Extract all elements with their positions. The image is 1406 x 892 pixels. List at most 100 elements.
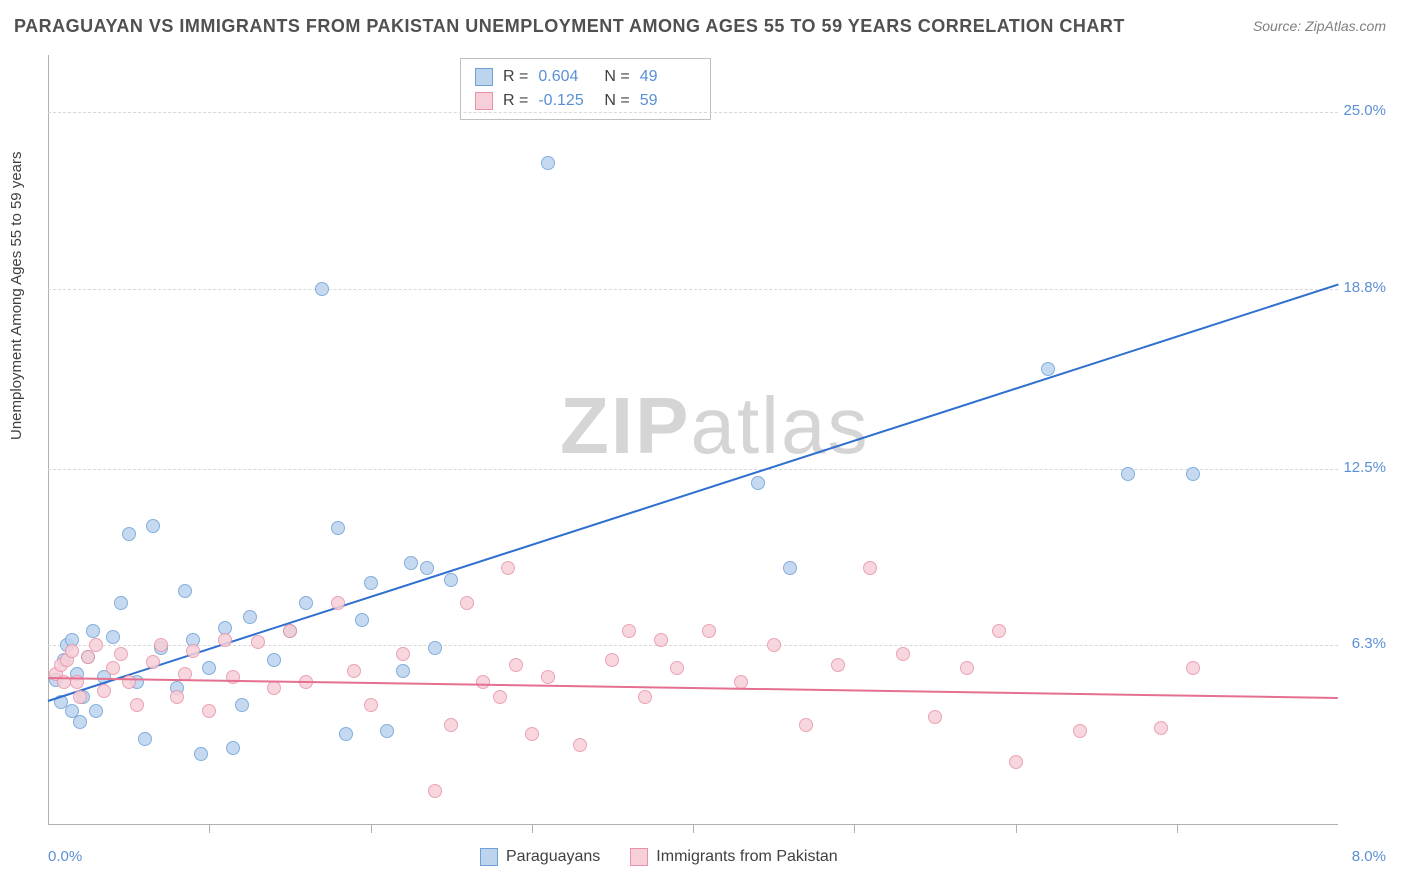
data-point — [364, 698, 378, 712]
data-point — [355, 613, 369, 627]
legend-row-series-a: R = 0.604 N = 49 — [475, 65, 696, 89]
data-point — [243, 610, 257, 624]
data-point — [396, 664, 410, 678]
data-point — [202, 704, 216, 718]
x-axis-min-label: 0.0% — [48, 848, 82, 865]
data-point — [299, 596, 313, 610]
data-point — [783, 561, 797, 575]
data-point — [122, 527, 136, 541]
series-a-label: Paraguayans — [506, 848, 600, 866]
swatch-series-a — [475, 68, 493, 86]
source-attribution: Source: ZipAtlas.com — [1253, 18, 1386, 34]
y-tick-label: 12.5% — [1343, 459, 1386, 476]
legend-correlation: R = 0.604 N = 49 R = -0.125 N = 59 — [460, 58, 711, 120]
x-tick — [1016, 825, 1017, 833]
data-point — [218, 633, 232, 647]
data-point — [1186, 661, 1200, 675]
data-point — [1186, 467, 1200, 481]
y-tick-label: 25.0% — [1343, 102, 1386, 119]
data-point — [767, 638, 781, 652]
data-point — [226, 741, 240, 755]
swatch-series-b — [630, 848, 648, 866]
gridline — [48, 112, 1338, 113]
data-point — [73, 715, 87, 729]
data-point — [106, 630, 120, 644]
data-point — [339, 727, 353, 741]
x-tick — [532, 825, 533, 833]
data-point — [960, 661, 974, 675]
data-point — [1073, 724, 1087, 738]
data-point — [138, 732, 152, 746]
legend-series: Paraguayans Immigrants from Pakistan — [480, 848, 838, 866]
data-point — [460, 596, 474, 610]
data-point — [501, 561, 515, 575]
data-point — [444, 718, 458, 732]
x-tick — [693, 825, 694, 833]
data-point — [992, 624, 1006, 638]
swatch-series-b — [475, 92, 493, 110]
y-tick-label: 6.3% — [1352, 635, 1386, 652]
data-point — [751, 476, 765, 490]
data-point — [97, 684, 111, 698]
data-point — [283, 624, 297, 638]
x-tick — [854, 825, 855, 833]
data-point — [428, 784, 442, 798]
data-point — [170, 690, 184, 704]
x-tick — [371, 825, 372, 833]
data-point — [1121, 467, 1135, 481]
data-point — [331, 521, 345, 535]
data-point — [605, 653, 619, 667]
data-point — [89, 638, 103, 652]
data-point — [670, 661, 684, 675]
data-point — [89, 704, 103, 718]
data-point — [654, 633, 668, 647]
gridline — [48, 469, 1338, 470]
data-point — [202, 661, 216, 675]
data-point — [396, 647, 410, 661]
data-point — [114, 647, 128, 661]
x-tick — [209, 825, 210, 833]
y-axis-label: Unemployment Among Ages 55 to 59 years — [8, 151, 25, 440]
data-point — [638, 690, 652, 704]
data-point — [1154, 721, 1168, 735]
data-point — [315, 282, 329, 296]
data-point — [235, 698, 249, 712]
data-point — [444, 573, 458, 587]
data-point — [347, 664, 361, 678]
data-point — [65, 644, 79, 658]
data-point — [1041, 362, 1055, 376]
data-point — [251, 635, 265, 649]
data-point — [106, 661, 120, 675]
data-point — [194, 747, 208, 761]
legend-row-series-b: R = -0.125 N = 59 — [475, 89, 696, 113]
data-point — [364, 576, 378, 590]
data-point — [702, 624, 716, 638]
data-point — [86, 624, 100, 638]
r-value-b: -0.125 — [538, 89, 594, 113]
data-point — [130, 698, 144, 712]
data-point — [799, 718, 813, 732]
data-point — [541, 670, 555, 684]
data-point — [331, 596, 345, 610]
data-point — [896, 647, 910, 661]
gridline — [48, 645, 1338, 646]
r-value-a: 0.604 — [538, 65, 594, 89]
gridline — [48, 289, 1338, 290]
data-point — [541, 156, 555, 170]
n-value-a: 49 — [640, 65, 696, 89]
data-point — [146, 519, 160, 533]
x-axis-max-label: 8.0% — [1352, 848, 1386, 865]
data-point — [154, 638, 168, 652]
data-point — [525, 727, 539, 741]
data-point — [73, 690, 87, 704]
data-point — [114, 596, 128, 610]
chart-title: PARAGUAYAN VS IMMIGRANTS FROM PAKISTAN U… — [14, 16, 1125, 37]
data-point — [380, 724, 394, 738]
data-point — [863, 561, 877, 575]
data-point — [476, 675, 490, 689]
data-point — [146, 655, 160, 669]
swatch-series-a — [480, 848, 498, 866]
legend-item-a: Paraguayans — [480, 848, 600, 866]
data-point — [831, 658, 845, 672]
data-point — [493, 690, 507, 704]
